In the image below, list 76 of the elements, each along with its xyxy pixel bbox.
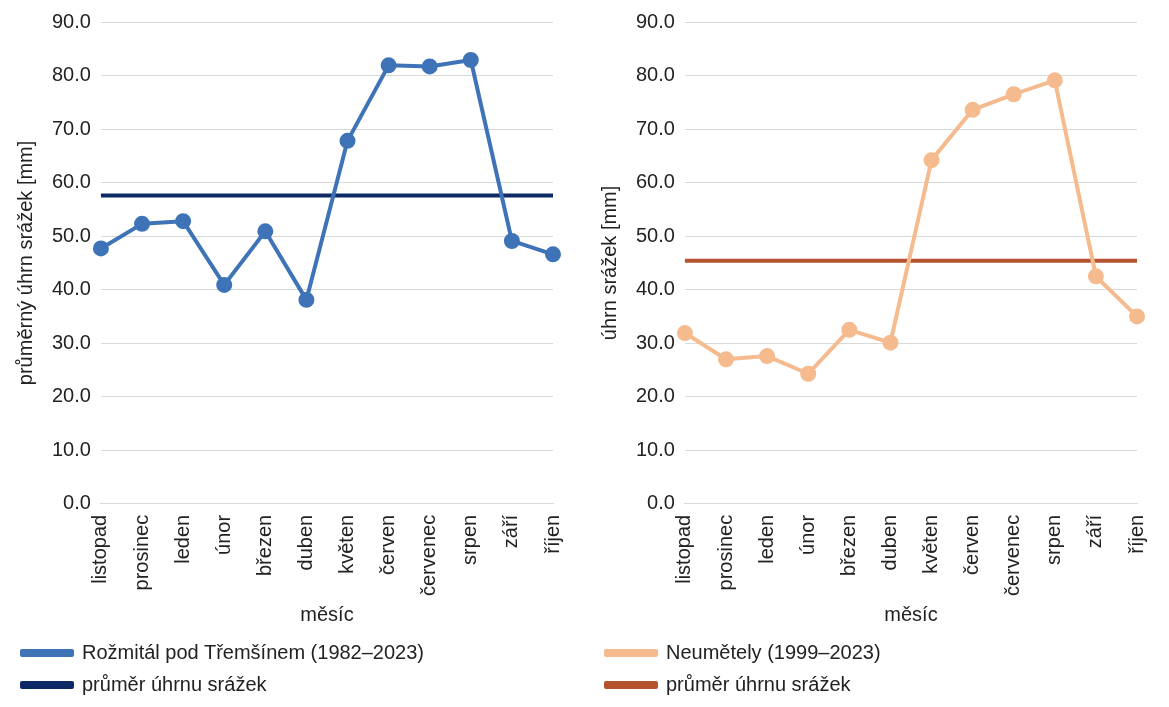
y-tick-label: 10.0	[635, 437, 675, 460]
x-tick-label: září	[1083, 514, 1106, 549]
x-tick-label: červenec	[1001, 514, 1024, 596]
x-tick-label: říjen	[540, 514, 563, 554]
y-tick-label: 40.0	[51, 277, 91, 300]
y-axis-title: průměrný úhrn srážek [mm]	[13, 140, 36, 386]
point	[175, 213, 192, 230]
point	[257, 223, 274, 240]
y-tick-label: 60.0	[635, 170, 675, 193]
point	[882, 334, 899, 351]
x-tick-label: březen	[836, 514, 859, 576]
point	[462, 52, 479, 69]
y-tick-label: 90.0	[635, 9, 675, 32]
y-tick-label: 0.0	[63, 491, 91, 514]
y-tick-label: 50.0	[635, 223, 675, 246]
x-tick-label: duben	[293, 514, 316, 571]
x-tick-label: prosinec	[713, 514, 736, 591]
point	[298, 291, 315, 308]
x-axis-title: měsíc	[884, 602, 938, 625]
point	[923, 152, 940, 169]
y-tick-label: 20.0	[635, 384, 675, 407]
point	[1046, 72, 1063, 89]
x-tick-label: červen	[960, 514, 983, 575]
point	[134, 215, 151, 232]
point	[841, 321, 858, 338]
point	[380, 57, 397, 74]
legend-label: průměr úhrnu srážek	[666, 672, 852, 695]
x-tick-label: leden	[170, 514, 193, 564]
point	[800, 365, 817, 382]
legend-label: Neumětely (1999–2023)	[666, 640, 881, 663]
y-tick-label: 30.0	[51, 330, 91, 353]
legend-label: průměr úhrnu srážek	[82, 672, 268, 695]
point	[545, 246, 561, 263]
y-tick-label: 80.0	[51, 63, 91, 86]
x-tick-label: červen	[376, 514, 399, 575]
y-tick-label: 40.0	[635, 277, 675, 300]
x-tick-label: září	[499, 514, 522, 549]
x-tick-label: květen	[919, 514, 942, 574]
point	[339, 132, 356, 149]
point	[676, 325, 693, 342]
y-tick-label: 50.0	[51, 223, 91, 246]
y-axis-title: úhrn srážek [mm]	[597, 185, 620, 341]
x-tick-label: listopad	[672, 514, 695, 584]
point	[759, 348, 776, 365]
x-tick-label: únor	[795, 514, 818, 555]
y-tick-label: 60.0	[51, 170, 91, 193]
y-tick-label: 0.0	[647, 491, 675, 514]
x-tick-label: prosinec	[129, 514, 152, 591]
point	[1087, 268, 1104, 285]
point	[1129, 308, 1145, 325]
point	[1005, 86, 1022, 103]
point	[216, 276, 233, 293]
x-tick-label: listopad	[88, 514, 111, 584]
y-tick-label: 70.0	[51, 116, 91, 139]
y-tick-label: 10.0	[51, 437, 91, 460]
point	[964, 101, 981, 118]
x-axis-title: měsíc	[300, 602, 354, 625]
x-tick-label: říjen	[1124, 514, 1147, 554]
x-tick-label: srpen	[458, 514, 481, 565]
point	[718, 351, 735, 368]
x-tick-label: duben	[877, 514, 900, 571]
y-tick-label: 20.0	[51, 384, 91, 407]
y-tick-label: 90.0	[51, 9, 91, 32]
point	[421, 58, 438, 75]
x-tick-label: červenec	[417, 514, 440, 596]
x-tick-label: srpen	[1042, 514, 1065, 565]
x-tick-label: únor	[211, 514, 234, 555]
point	[503, 232, 520, 249]
x-tick-label: leden	[754, 514, 777, 564]
legend-label: Rožmitál pod Třemšínem (1982–2023)	[82, 640, 425, 663]
point	[92, 240, 109, 257]
y-tick-label: 30.0	[635, 330, 675, 353]
y-tick-label: 70.0	[635, 116, 675, 139]
y-tick-label: 80.0	[635, 63, 675, 86]
x-tick-label: březen	[252, 514, 275, 576]
x-tick-label: květen	[335, 514, 358, 574]
